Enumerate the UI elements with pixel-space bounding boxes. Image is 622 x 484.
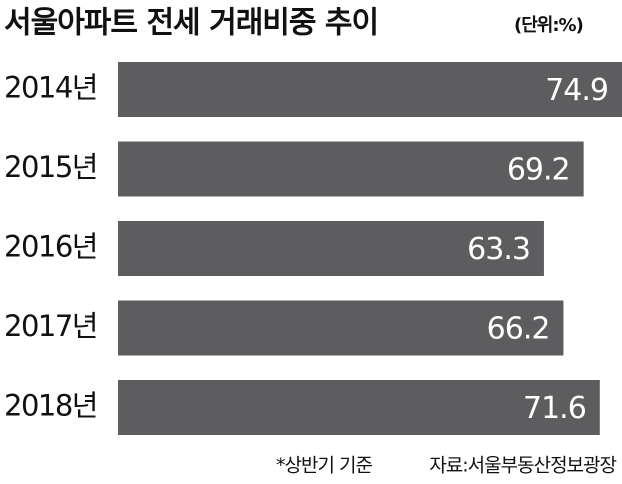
bar <box>118 62 622 117</box>
value-label: 74.9 <box>545 73 608 108</box>
value-label: 69.2 <box>507 153 570 188</box>
category-label: 2015년 <box>4 150 97 184</box>
bar <box>118 141 584 197</box>
value-label: 63.3 <box>467 232 530 267</box>
value-label: 66.2 <box>487 312 550 347</box>
chart-title: 서울아파트 전세 거래비중 추이 <box>4 6 378 41</box>
category-label: 2016년 <box>4 230 97 264</box>
source-note: 자료:서울부동산정보광장 <box>429 455 616 477</box>
category-label: 2014년 <box>4 71 97 105</box>
category-label: 2017년 <box>4 309 97 343</box>
bar <box>118 300 564 356</box>
category-label: 2018년 <box>4 389 97 423</box>
footnote: *상반기 기준 <box>276 455 372 477</box>
bar <box>118 221 544 276</box>
chart-subtitle: (단위:%) <box>514 15 583 36</box>
bar <box>118 380 600 435</box>
value-label: 71.6 <box>523 391 586 426</box>
